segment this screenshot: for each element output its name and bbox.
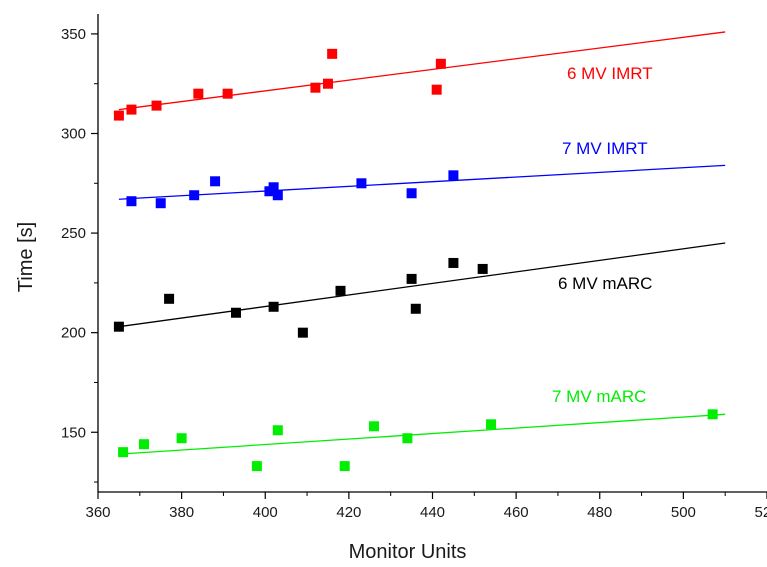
x-tick-label: 400 xyxy=(253,504,278,521)
x-tick-label: 500 xyxy=(671,504,696,521)
data-point-7-mv-imrt xyxy=(155,198,166,209)
y-tick-label: 250 xyxy=(61,225,86,242)
fit-lines xyxy=(118,31,726,455)
data-point-7-mv-imrt xyxy=(272,190,283,201)
y-tick-label: 200 xyxy=(61,325,86,342)
data-point-7-mv-marc xyxy=(486,419,497,430)
data-point-6-mv-marc xyxy=(406,273,417,284)
series-label-6-mv-imrt: 6 MV IMRT xyxy=(567,64,653,83)
data-point-6-mv-imrt xyxy=(322,78,333,89)
data-point-6-mv-marc xyxy=(477,263,488,274)
data-point-7-mv-marc xyxy=(176,433,187,444)
data-point-7-mv-marc xyxy=(272,425,283,436)
y-tick-label: 350 xyxy=(61,26,86,43)
data-point-6-mv-marc xyxy=(448,257,459,268)
data-point-7-mv-imrt xyxy=(189,190,200,201)
data-point-6-mv-imrt xyxy=(151,100,162,111)
data-point-6-mv-imrt xyxy=(435,58,446,69)
fit-line-6-mv-marc xyxy=(118,242,726,328)
x-tick-label: 520 xyxy=(754,504,767,521)
y-tick-label: 300 xyxy=(61,126,86,143)
markers xyxy=(113,48,718,472)
data-point-6-mv-imrt xyxy=(310,82,321,93)
data-point-7-mv-imrt xyxy=(448,170,459,181)
x-axis-title: Monitor Units xyxy=(349,541,467,563)
data-point-6-mv-imrt xyxy=(431,84,442,95)
data-point-7-mv-marc xyxy=(368,421,379,432)
series-label-7-mv-marc: 7 MV mARC xyxy=(552,387,646,406)
x-tick-label: 360 xyxy=(85,504,110,521)
data-point-6-mv-imrt xyxy=(113,110,124,121)
data-point-6-mv-imrt xyxy=(126,104,137,115)
x-tick-label: 460 xyxy=(504,504,529,521)
data-point-6-mv-imrt xyxy=(222,88,233,99)
data-point-6-mv-marc xyxy=(297,327,308,338)
data-point-6-mv-imrt xyxy=(193,88,204,99)
data-point-7-mv-marc xyxy=(138,439,149,450)
fit-line-7-mv-marc xyxy=(118,413,726,455)
series-label-7-mv-imrt: 7 MV IMRT xyxy=(562,139,648,158)
y-axis-title: Time [s] xyxy=(15,222,37,292)
series-label-6-mv-marc: 6 MV mARC xyxy=(558,274,652,293)
data-point-7-mv-imrt xyxy=(210,176,221,187)
y-tick-label: 150 xyxy=(61,424,86,441)
data-point-7-mv-marc xyxy=(339,461,350,472)
data-point-6-mv-imrt xyxy=(327,48,338,59)
data-point-7-mv-marc xyxy=(707,409,718,420)
x-tick-label: 480 xyxy=(587,504,612,521)
data-point-6-mv-marc xyxy=(410,303,421,314)
x-tick-label: 440 xyxy=(420,504,445,521)
data-point-7-mv-imrt xyxy=(126,196,137,207)
data-point-6-mv-marc xyxy=(268,301,279,312)
x-tick-label: 420 xyxy=(336,504,361,521)
data-point-7-mv-marc xyxy=(402,433,413,444)
data-point-7-mv-marc xyxy=(251,461,262,472)
data-point-7-mv-imrt xyxy=(268,182,279,193)
fit-line-7-mv-imrt xyxy=(118,164,726,200)
data-point-7-mv-imrt xyxy=(356,178,367,189)
data-point-6-mv-marc xyxy=(335,285,346,296)
data-point-6-mv-marc xyxy=(164,293,175,304)
fit-line-6-mv-imrt xyxy=(118,31,726,111)
data-point-7-mv-imrt xyxy=(406,188,417,199)
series-labels: 6 MV IMRT 7 MV IMRT 6 MV mARC 7 MV mARC xyxy=(552,64,653,406)
data-point-7-mv-marc xyxy=(118,447,129,458)
x-tick-label: 380 xyxy=(169,504,194,521)
data-point-6-mv-marc xyxy=(230,307,241,318)
axes: 360 380 400 420 440 460 480 500 520 150 200 250 300 3… xyxy=(61,14,767,521)
data-point-6-mv-marc xyxy=(113,321,124,332)
